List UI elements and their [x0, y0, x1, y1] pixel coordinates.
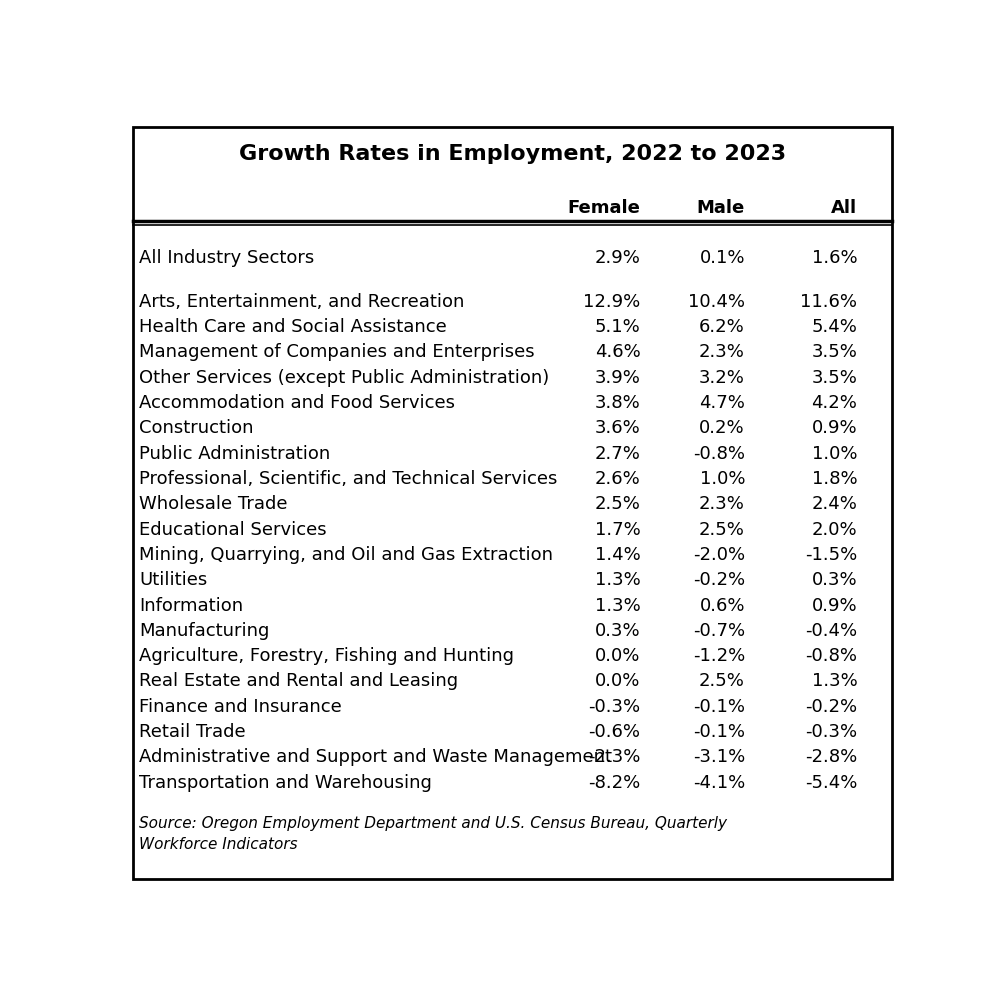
Text: 3.2%: 3.2%: [699, 369, 745, 386]
Text: 6.2%: 6.2%: [699, 318, 745, 337]
Text: 3.6%: 3.6%: [595, 419, 640, 437]
Text: 2.4%: 2.4%: [812, 495, 857, 513]
Text: Administrative and Support and Waste Management: Administrative and Support and Waste Man…: [139, 748, 612, 766]
Text: 2.5%: 2.5%: [699, 672, 745, 690]
Text: Professional, Scientific, and Technical Services: Professional, Scientific, and Technical …: [139, 470, 557, 488]
Text: Other Services (except Public Administration): Other Services (except Public Administra…: [139, 369, 549, 386]
Text: 0.1%: 0.1%: [700, 249, 745, 267]
Text: 3.5%: 3.5%: [812, 344, 857, 362]
Text: 12.9%: 12.9%: [583, 293, 640, 311]
Text: Retail Trade: Retail Trade: [139, 723, 246, 741]
Text: Wholesale Trade: Wholesale Trade: [139, 495, 287, 513]
Text: 2.5%: 2.5%: [594, 495, 640, 513]
Text: 5.4%: 5.4%: [812, 318, 857, 337]
Text: 2.5%: 2.5%: [699, 521, 745, 539]
Text: -3.1%: -3.1%: [693, 748, 745, 766]
Text: -2.8%: -2.8%: [805, 748, 857, 766]
Text: Male: Male: [697, 199, 745, 217]
Text: -5.4%: -5.4%: [805, 774, 857, 792]
Text: -2.0%: -2.0%: [693, 546, 745, 564]
Text: -0.8%: -0.8%: [693, 444, 745, 463]
Text: -0.3%: -0.3%: [805, 723, 857, 741]
Text: Utilities: Utilities: [139, 572, 207, 590]
Text: 11.6%: 11.6%: [800, 293, 857, 311]
Text: -1.2%: -1.2%: [693, 647, 745, 665]
Text: 10.4%: 10.4%: [688, 293, 745, 311]
Text: -0.6%: -0.6%: [588, 723, 640, 741]
Text: 1.7%: 1.7%: [595, 521, 640, 539]
Text: All Industry Sectors: All Industry Sectors: [139, 249, 314, 267]
Text: Public Administration: Public Administration: [139, 444, 330, 463]
Text: Manufacturing: Manufacturing: [139, 622, 269, 639]
Text: 2.9%: 2.9%: [594, 249, 640, 267]
Text: 1.6%: 1.6%: [812, 249, 857, 267]
Text: 1.8%: 1.8%: [812, 470, 857, 488]
Text: Information: Information: [139, 597, 243, 615]
Text: 0.6%: 0.6%: [700, 597, 745, 615]
Text: -0.7%: -0.7%: [693, 622, 745, 639]
Text: 0.0%: 0.0%: [595, 647, 640, 665]
Text: Accommodation and Food Services: Accommodation and Food Services: [139, 394, 455, 412]
Text: 2.3%: 2.3%: [699, 344, 745, 362]
Text: -0.1%: -0.1%: [693, 723, 745, 741]
Text: 5.1%: 5.1%: [595, 318, 640, 337]
Text: Mining, Quarrying, and Oil and Gas Extraction: Mining, Quarrying, and Oil and Gas Extra…: [139, 546, 553, 564]
Text: Growth Rates in Employment, 2022 to 2023: Growth Rates in Employment, 2022 to 2023: [239, 144, 786, 164]
Text: Finance and Insurance: Finance and Insurance: [139, 698, 342, 716]
Text: 0.2%: 0.2%: [699, 419, 745, 437]
Text: -0.3%: -0.3%: [588, 698, 640, 716]
Text: 4.2%: 4.2%: [812, 394, 857, 412]
Text: -0.2%: -0.2%: [693, 572, 745, 590]
Text: 2.6%: 2.6%: [595, 470, 640, 488]
Text: -0.8%: -0.8%: [805, 647, 857, 665]
Text: -0.1%: -0.1%: [693, 698, 745, 716]
Text: 0.3%: 0.3%: [595, 622, 640, 639]
Text: 2.7%: 2.7%: [594, 444, 640, 463]
Text: 1.3%: 1.3%: [812, 672, 857, 690]
Text: Transportation and Warehousing: Transportation and Warehousing: [139, 774, 432, 792]
Text: Arts, Entertainment, and Recreation: Arts, Entertainment, and Recreation: [139, 293, 464, 311]
Text: 3.8%: 3.8%: [595, 394, 640, 412]
Text: Educational Services: Educational Services: [139, 521, 327, 539]
Text: -4.1%: -4.1%: [693, 774, 745, 792]
Text: Management of Companies and Enterprises: Management of Companies and Enterprises: [139, 344, 535, 362]
Text: 2.3%: 2.3%: [699, 495, 745, 513]
Text: 0.9%: 0.9%: [812, 419, 857, 437]
Text: 1.3%: 1.3%: [595, 572, 640, 590]
Text: 0.9%: 0.9%: [812, 597, 857, 615]
Text: 4.6%: 4.6%: [595, 344, 640, 362]
Text: Source: Oregon Employment Department and U.S. Census Bureau, Quarterly
Workforce: Source: Oregon Employment Department and…: [139, 817, 727, 853]
Text: -1.5%: -1.5%: [805, 546, 857, 564]
Text: Construction: Construction: [139, 419, 253, 437]
Text: -0.2%: -0.2%: [805, 698, 857, 716]
Text: -2.3%: -2.3%: [588, 748, 640, 766]
Text: -0.4%: -0.4%: [805, 622, 857, 639]
Text: 4.7%: 4.7%: [699, 394, 745, 412]
Text: 2.0%: 2.0%: [812, 521, 857, 539]
Text: 3.9%: 3.9%: [594, 369, 640, 386]
Text: -8.2%: -8.2%: [588, 774, 640, 792]
Text: Agriculture, Forestry, Fishing and Hunting: Agriculture, Forestry, Fishing and Hunti…: [139, 647, 514, 665]
Text: All: All: [831, 199, 857, 217]
Text: 0.3%: 0.3%: [812, 572, 857, 590]
Text: 1.3%: 1.3%: [595, 597, 640, 615]
Text: 0.0%: 0.0%: [595, 672, 640, 690]
Text: Female: Female: [568, 199, 640, 217]
Text: 1.4%: 1.4%: [595, 546, 640, 564]
Text: 3.5%: 3.5%: [812, 369, 857, 386]
Text: Real Estate and Rental and Leasing: Real Estate and Rental and Leasing: [139, 672, 458, 690]
Text: 1.0%: 1.0%: [812, 444, 857, 463]
Text: Health Care and Social Assistance: Health Care and Social Assistance: [139, 318, 447, 337]
Text: 1.0%: 1.0%: [700, 470, 745, 488]
